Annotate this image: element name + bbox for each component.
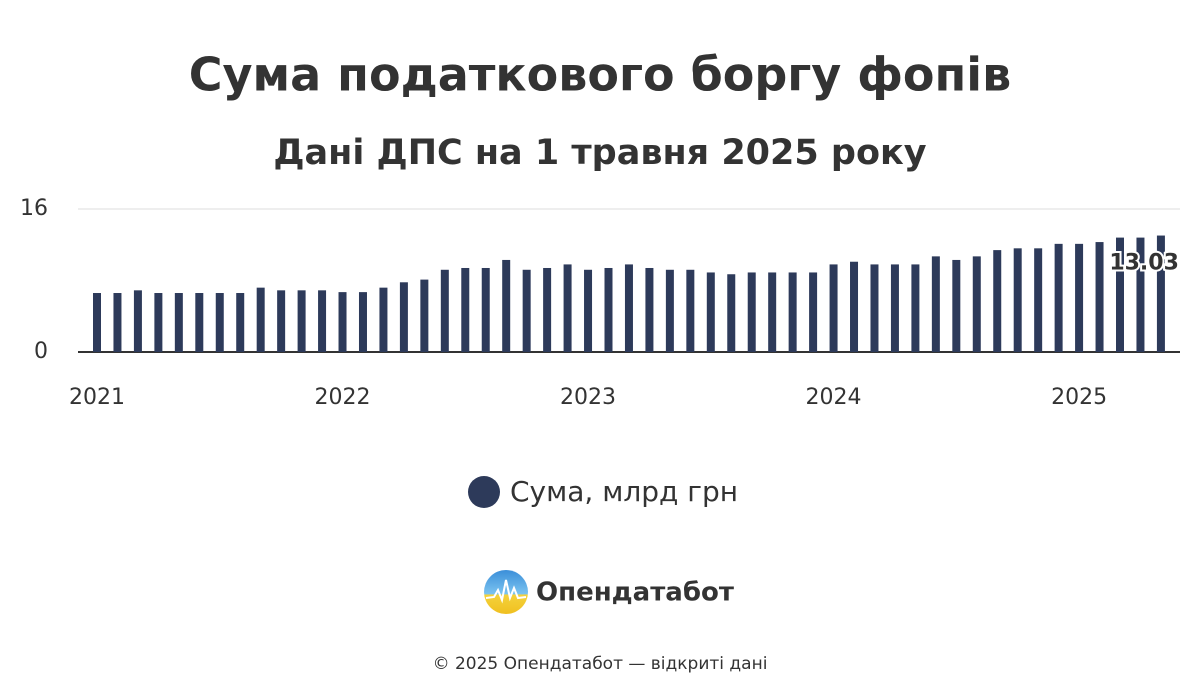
logo-icon	[484, 570, 528, 614]
bar	[379, 287, 388, 352]
chart-subtitle: Дані ДПС на 1 травня 2025 року	[273, 133, 926, 173]
bar	[1034, 248, 1043, 352]
y-tick-label: 0	[34, 339, 48, 364]
logo-text: Опендатабот	[536, 578, 734, 608]
bar	[890, 264, 899, 352]
bar	[1095, 242, 1104, 352]
bar	[747, 272, 756, 352]
bar	[911, 264, 920, 352]
bar	[850, 261, 859, 352]
bar	[502, 259, 511, 352]
bar	[420, 279, 429, 352]
bar	[870, 264, 879, 352]
bar	[563, 264, 572, 352]
bar	[543, 267, 552, 352]
bar	[584, 269, 593, 352]
legend-label: Сума, млрд грн	[510, 475, 738, 508]
bar	[318, 290, 327, 352]
bar	[788, 272, 797, 352]
bar	[1054, 243, 1063, 352]
bar	[113, 293, 122, 352]
bar	[1156, 235, 1165, 352]
bar	[727, 274, 736, 352]
bar	[195, 293, 204, 352]
bar	[174, 293, 183, 352]
legend-marker	[468, 476, 500, 508]
bar	[297, 290, 306, 352]
bar	[1116, 237, 1124, 352]
bar	[93, 293, 101, 352]
bar	[1075, 243, 1084, 352]
bar	[931, 256, 940, 352]
bar	[522, 269, 531, 352]
x-tick-label: 2023	[560, 385, 616, 410]
x-tick-label: 2025	[1051, 385, 1107, 410]
bar	[358, 292, 367, 352]
logo-wave	[485, 579, 527, 604]
bar	[1013, 248, 1022, 352]
bar	[809, 272, 818, 352]
bar	[236, 293, 245, 352]
bar	[645, 267, 654, 352]
bar	[665, 269, 674, 352]
bar	[440, 269, 449, 352]
bar	[399, 282, 408, 352]
bar	[624, 264, 633, 352]
chart-title: Сума податкового боргу фопів	[189, 48, 1011, 102]
bar	[277, 290, 286, 352]
bar	[338, 292, 347, 352]
x-tick-label: 2022	[315, 385, 371, 410]
bar	[604, 267, 613, 352]
y-tick-label: 16	[20, 196, 48, 221]
bar	[215, 293, 224, 352]
bar	[256, 287, 265, 352]
bar	[952, 259, 961, 352]
bar	[133, 290, 142, 352]
x-tick-label: 2024	[806, 385, 862, 410]
bar	[768, 272, 777, 352]
data-label: 13.03	[1109, 251, 1179, 276]
bar	[829, 264, 838, 352]
bar	[1136, 237, 1145, 352]
bar	[154, 293, 163, 352]
bar	[461, 267, 470, 352]
bar	[993, 250, 1002, 352]
bar	[481, 267, 490, 352]
logo: Опендатабот	[484, 570, 734, 614]
footer: © 2025 Опендатабот — відкриті дані	[433, 654, 768, 674]
bar	[706, 272, 715, 352]
bar	[972, 256, 981, 352]
x-tick-label: 2021	[69, 385, 125, 410]
bar	[686, 269, 695, 352]
